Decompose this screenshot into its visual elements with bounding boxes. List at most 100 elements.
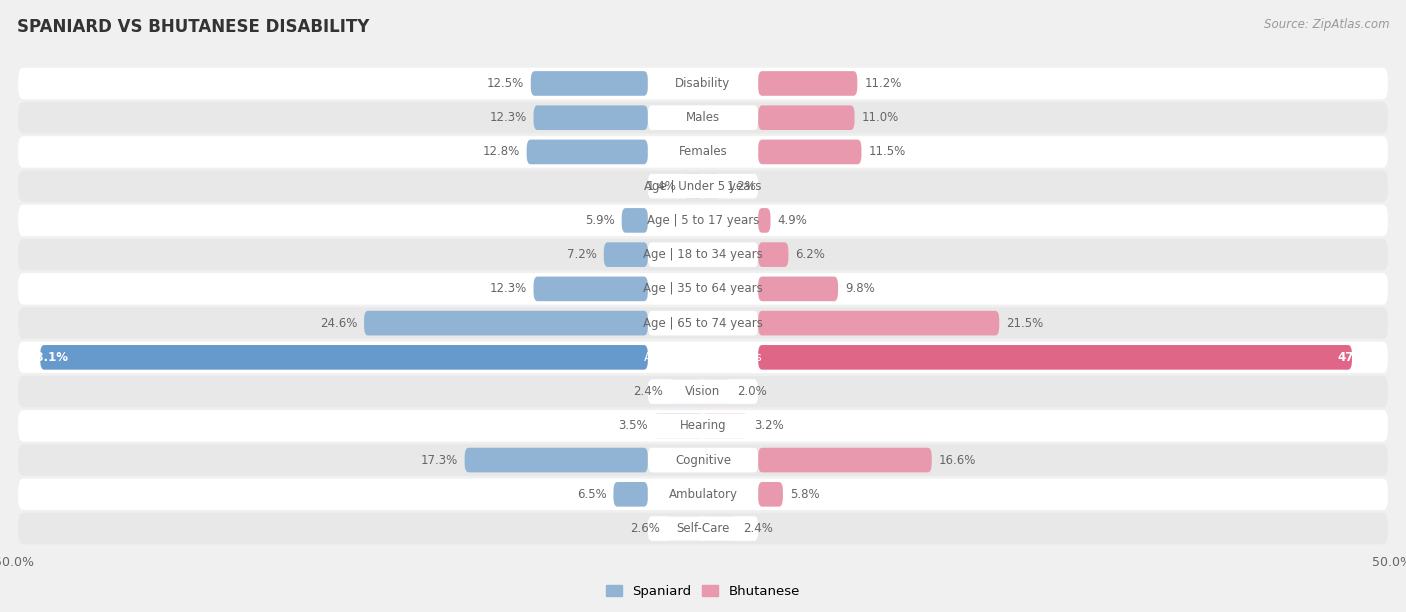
FancyBboxPatch shape <box>668 516 703 541</box>
FancyBboxPatch shape <box>669 379 703 404</box>
FancyBboxPatch shape <box>18 513 1388 544</box>
Legend: Spaniard, Bhutanese: Spaniard, Bhutanese <box>600 580 806 603</box>
Text: 1.2%: 1.2% <box>727 180 756 193</box>
FancyBboxPatch shape <box>703 516 737 541</box>
FancyBboxPatch shape <box>655 414 703 438</box>
FancyBboxPatch shape <box>18 410 1388 442</box>
FancyBboxPatch shape <box>18 239 1388 271</box>
Text: 48.1%: 48.1% <box>28 351 69 364</box>
FancyBboxPatch shape <box>18 444 1388 476</box>
FancyBboxPatch shape <box>18 479 1388 510</box>
FancyBboxPatch shape <box>648 379 758 404</box>
FancyBboxPatch shape <box>533 277 648 301</box>
FancyBboxPatch shape <box>18 376 1388 408</box>
FancyBboxPatch shape <box>703 379 731 404</box>
FancyBboxPatch shape <box>648 174 758 198</box>
Text: 9.8%: 9.8% <box>845 282 875 296</box>
Text: 2.4%: 2.4% <box>633 385 664 398</box>
Text: Vision: Vision <box>685 385 721 398</box>
FancyBboxPatch shape <box>648 105 758 130</box>
Text: SPANIARD VS BHUTANESE DISABILITY: SPANIARD VS BHUTANESE DISABILITY <box>17 18 370 36</box>
Text: Age | Over 75 years: Age | Over 75 years <box>644 351 762 364</box>
FancyBboxPatch shape <box>758 71 858 96</box>
Text: Disability: Disability <box>675 77 731 90</box>
Text: 11.5%: 11.5% <box>869 146 905 159</box>
FancyBboxPatch shape <box>758 140 862 164</box>
Text: Hearing: Hearing <box>679 419 727 432</box>
Text: Age | 5 to 17 years: Age | 5 to 17 years <box>647 214 759 227</box>
FancyBboxPatch shape <box>18 170 1388 202</box>
Text: 5.9%: 5.9% <box>585 214 614 227</box>
FancyBboxPatch shape <box>18 68 1388 99</box>
Text: 12.8%: 12.8% <box>482 146 520 159</box>
FancyBboxPatch shape <box>758 482 783 507</box>
Text: 7.2%: 7.2% <box>567 248 598 261</box>
Text: 11.0%: 11.0% <box>862 111 898 124</box>
FancyBboxPatch shape <box>648 311 758 335</box>
Text: 12.3%: 12.3% <box>489 111 527 124</box>
Text: 3.5%: 3.5% <box>619 419 648 432</box>
FancyBboxPatch shape <box>758 448 932 472</box>
Text: 11.2%: 11.2% <box>865 77 901 90</box>
FancyBboxPatch shape <box>613 482 648 507</box>
Text: 12.3%: 12.3% <box>489 282 527 296</box>
FancyBboxPatch shape <box>364 311 648 335</box>
FancyBboxPatch shape <box>758 105 855 130</box>
FancyBboxPatch shape <box>648 242 758 267</box>
FancyBboxPatch shape <box>648 277 758 301</box>
FancyBboxPatch shape <box>758 311 1000 335</box>
Text: 2.4%: 2.4% <box>742 522 773 535</box>
FancyBboxPatch shape <box>703 174 720 198</box>
FancyBboxPatch shape <box>18 341 1388 373</box>
Text: Age | 65 to 74 years: Age | 65 to 74 years <box>643 316 763 330</box>
FancyBboxPatch shape <box>621 208 648 233</box>
FancyBboxPatch shape <box>648 448 758 472</box>
Text: Age | Under 5 years: Age | Under 5 years <box>644 180 762 193</box>
Text: Ambulatory: Ambulatory <box>668 488 738 501</box>
FancyBboxPatch shape <box>758 208 770 233</box>
Text: 4.9%: 4.9% <box>778 214 807 227</box>
Text: 24.6%: 24.6% <box>319 316 357 330</box>
FancyBboxPatch shape <box>18 273 1388 305</box>
FancyBboxPatch shape <box>683 174 703 198</box>
FancyBboxPatch shape <box>18 136 1388 168</box>
FancyBboxPatch shape <box>18 307 1388 339</box>
FancyBboxPatch shape <box>648 482 758 507</box>
Text: 3.2%: 3.2% <box>754 419 783 432</box>
Text: 2.6%: 2.6% <box>630 522 661 535</box>
FancyBboxPatch shape <box>758 277 838 301</box>
Text: 21.5%: 21.5% <box>1007 316 1043 330</box>
FancyBboxPatch shape <box>533 105 648 130</box>
FancyBboxPatch shape <box>703 414 747 438</box>
Text: Females: Females <box>679 146 727 159</box>
Text: Cognitive: Cognitive <box>675 453 731 466</box>
FancyBboxPatch shape <box>648 516 758 541</box>
FancyBboxPatch shape <box>758 345 1353 370</box>
FancyBboxPatch shape <box>603 242 648 267</box>
Text: 47.1%: 47.1% <box>1337 351 1378 364</box>
Text: 6.2%: 6.2% <box>796 248 825 261</box>
Text: 17.3%: 17.3% <box>420 453 458 466</box>
Text: Source: ZipAtlas.com: Source: ZipAtlas.com <box>1264 18 1389 31</box>
Text: Self-Care: Self-Care <box>676 522 730 535</box>
FancyBboxPatch shape <box>758 242 789 267</box>
FancyBboxPatch shape <box>648 140 758 164</box>
Text: 6.5%: 6.5% <box>576 488 606 501</box>
FancyBboxPatch shape <box>18 204 1388 236</box>
FancyBboxPatch shape <box>648 208 758 233</box>
Text: 1.4%: 1.4% <box>647 180 676 193</box>
FancyBboxPatch shape <box>41 345 648 370</box>
FancyBboxPatch shape <box>648 414 758 438</box>
FancyBboxPatch shape <box>648 71 758 96</box>
FancyBboxPatch shape <box>531 71 648 96</box>
FancyBboxPatch shape <box>527 140 648 164</box>
Text: Age | 35 to 64 years: Age | 35 to 64 years <box>643 282 763 296</box>
Text: 16.6%: 16.6% <box>939 453 976 466</box>
Text: Males: Males <box>686 111 720 124</box>
FancyBboxPatch shape <box>464 448 648 472</box>
FancyBboxPatch shape <box>18 102 1388 133</box>
Text: 5.8%: 5.8% <box>790 488 820 501</box>
Text: Age | 18 to 34 years: Age | 18 to 34 years <box>643 248 763 261</box>
Text: 12.5%: 12.5% <box>486 77 524 90</box>
Text: 2.0%: 2.0% <box>738 385 768 398</box>
